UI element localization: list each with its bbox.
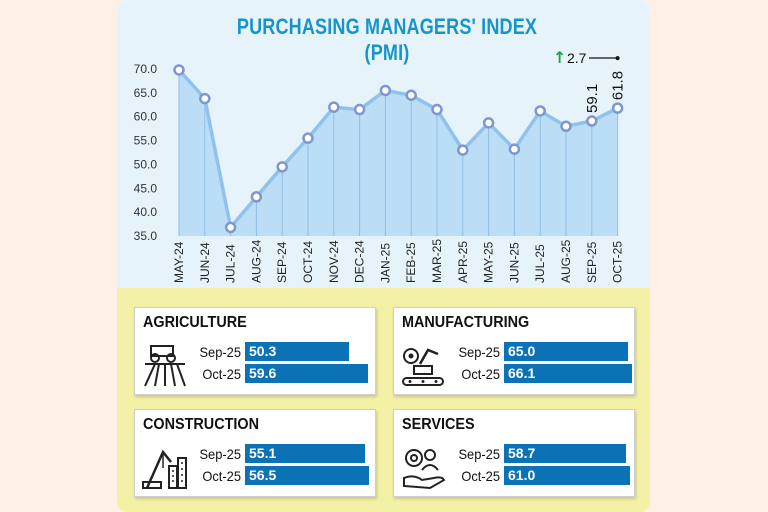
x-tick-label: APR-25: [456, 241, 470, 283]
x-tick-label: JAN-25: [378, 243, 392, 283]
x-tick-label: SEP-25: [585, 241, 599, 283]
x-tick-label: FEB-25: [404, 242, 418, 283]
sector-name: SERVICES: [402, 416, 475, 433]
change-value: 2.7: [567, 50, 587, 66]
x-tick-label: JUL-25: [533, 244, 547, 283]
x-tick-label: NOV-24: [327, 240, 341, 283]
sector-card-agriculture: AGRICULTURE Sep-25 50.3 Oct-25 59.6: [134, 307, 376, 395]
x-tick-label: AUG-24: [249, 239, 263, 283]
data-point: [302, 132, 314, 144]
data-point: [173, 64, 185, 76]
x-tick-label: OCT-25: [611, 241, 625, 283]
data-point: [534, 105, 546, 117]
value-bar: 50.3: [245, 342, 349, 361]
sector-card-services: SERVICES Sep-25 58.7 Oct-25 61.0: [393, 409, 635, 497]
x-tick-label: DEC-24: [353, 240, 367, 283]
sector-name: AGRICULTURE: [143, 314, 247, 331]
period-label: Oct-25: [202, 366, 241, 382]
sector-name: CONSTRUCTION: [143, 416, 260, 433]
sector-card-manufacturing: MANUFACTURING Sep-25 65.0 Oct-25 66.1: [393, 307, 635, 395]
x-tick-label: OCT-24: [301, 241, 315, 283]
value-bar: 66.1: [504, 364, 632, 383]
y-tick-label: 40.0: [134, 205, 158, 219]
data-point: [328, 101, 340, 113]
data-point: [611, 102, 624, 114]
x-tick-label: SEP-24: [275, 241, 289, 283]
period-label: Oct-25: [461, 366, 500, 382]
y-tick-label: 70.0: [134, 62, 158, 76]
period-label: Sep-25: [199, 446, 241, 462]
sector-name: MANUFACTURING: [402, 314, 530, 331]
data-point: [508, 143, 521, 155]
chart-title: PURCHASING MANAGERS' INDEX (PMI): [236, 14, 538, 65]
data-point: [199, 92, 211, 105]
x-tick-label: JUL-24: [224, 244, 238, 283]
y-tick-label: 45.0: [134, 181, 158, 195]
crane-icon: [142, 449, 187, 489]
factory-robot-icon: [402, 348, 444, 386]
data-point: [379, 84, 392, 97]
period-label: Sep-25: [458, 344, 500, 360]
pmi-chart-panel: PURCHASING MANAGERS' INDEX (PMI) 70.0 65.…: [117, 0, 650, 288]
period-label: Sep-25: [458, 446, 500, 462]
x-tick-label: MAY-25: [482, 241, 496, 283]
leader-dot: [615, 56, 620, 61]
x-tick-label: JUN-24: [198, 242, 212, 283]
value-bar: 65.0: [504, 342, 628, 361]
y-tick-label: 35.0: [134, 229, 158, 243]
data-point: [457, 144, 469, 156]
data-point: [224, 221, 237, 234]
data-point: [560, 120, 572, 133]
period-label: Oct-25: [202, 468, 241, 484]
pmi-line-chart: 70.0 65.0 60.0 55.0 50.0 45.0 40.0 35.0 MAY-24 JU…: [134, 48, 627, 283]
y-tick-label: 50.0: [134, 157, 158, 171]
service-hand-icon: [403, 449, 446, 490]
y-tick-label: 65.0: [134, 86, 158, 100]
data-point: [250, 191, 263, 203]
y-tick-label: 55.0: [134, 134, 158, 148]
data-point: [276, 161, 288, 173]
value-bar: 61.0: [504, 466, 630, 485]
data-label-oct: 61.8: [610, 71, 627, 100]
sector-card-construction: CONSTRUCTION Sep-25 55.1 Oct-25 56.5: [134, 409, 376, 497]
x-tick-label: AUG-25: [559, 239, 573, 283]
infographic-card: PURCHASING MANAGERS' INDEX (PMI) 70.0 65.…: [117, 0, 650, 512]
value-bar: 58.7: [504, 444, 626, 463]
value-bar: 59.6: [245, 364, 368, 383]
period-label: Sep-25: [199, 344, 241, 360]
y-tick-label: 60.0: [134, 110, 158, 124]
data-label-sep: 59.1: [584, 84, 601, 113]
sector-panel: AGRICULTURE Sep-25 50.3 Oct-25 59.6 MANU…: [117, 288, 650, 512]
x-tick-label: MAY-24: [172, 241, 186, 283]
area-fill: [179, 69, 618, 236]
data-point: [431, 103, 443, 116]
period-label: Oct-25: [461, 468, 500, 484]
data-point: [353, 103, 366, 116]
value-bar: 55.1: [245, 444, 365, 463]
data-point: [586, 115, 598, 127]
value-bar: 56.5: [245, 466, 369, 485]
data-point: [405, 89, 417, 101]
up-arrow-icon: ↑: [553, 48, 566, 67]
tractor-icon: [144, 345, 186, 387]
x-tick-label: MAR-25: [430, 239, 444, 283]
x-tick-label: JUN-25: [507, 242, 521, 283]
data-point: [482, 117, 495, 129]
